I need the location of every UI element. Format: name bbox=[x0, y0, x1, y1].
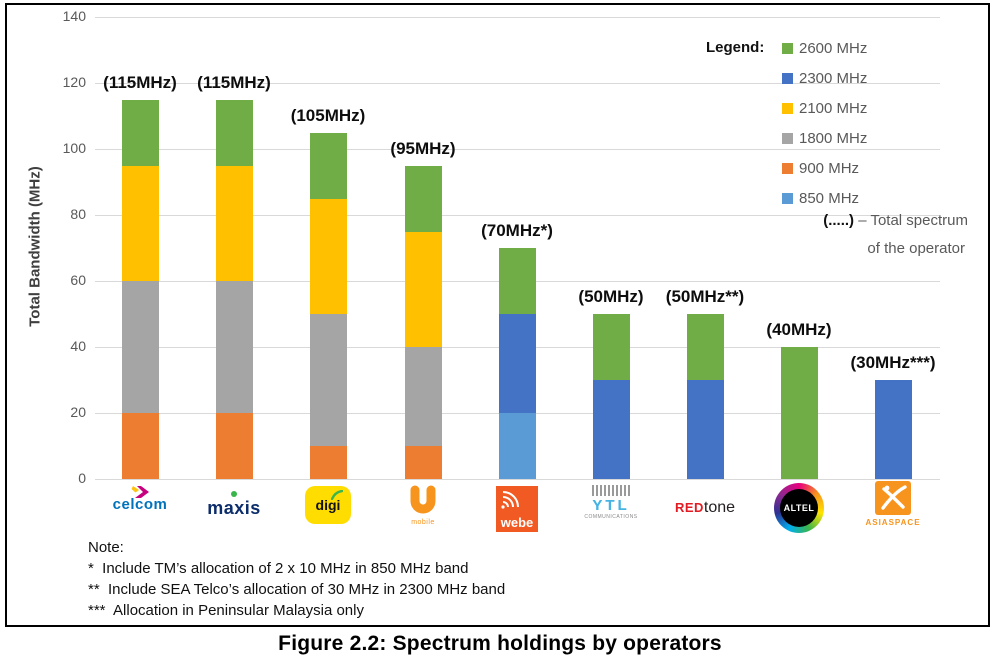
note-line-2: ** Include SEA Telco’s allocation of 30 … bbox=[88, 581, 506, 598]
logo-celcom: celcom bbox=[95, 486, 185, 514]
legend-item: 1800 MHz bbox=[782, 128, 867, 148]
legend-swatch-icon bbox=[782, 192, 793, 204]
note-line-1: * Include TM’s allocation of 2 x 10 MHz … bbox=[88, 560, 469, 577]
legend-label: 2100 MHz bbox=[799, 99, 868, 117]
legend-note: (.....) – Total spectrum bbox=[690, 212, 968, 229]
legend: 2600 MHz 2300 MHz 2100 MHz 1800 MHz 900 MHz 8… bbox=[782, 38, 867, 218]
legend-swatch-icon bbox=[782, 162, 793, 174]
legend-item: 2100 MHz bbox=[782, 98, 867, 118]
note-line-3: *** Allocation in Peninsular Malaysia on… bbox=[88, 602, 364, 619]
legend-note-prefix: (.....) bbox=[823, 212, 855, 229]
redtone-wordmark-tone: tone bbox=[703, 499, 736, 516]
legend-label: 2600 MHz bbox=[799, 39, 868, 57]
digi-sprout-icon bbox=[331, 490, 343, 500]
webe-badge: webe bbox=[496, 486, 538, 532]
legend-label: 2300 MHz bbox=[799, 69, 868, 87]
ytl-wordmark: YTL bbox=[592, 497, 630, 514]
legend-item: 850 MHz bbox=[782, 188, 867, 208]
ytl-stripes-icon bbox=[592, 485, 630, 496]
legend-swatch-icon bbox=[782, 102, 793, 114]
ytl-subtitle: COMMUNICATIONS bbox=[584, 514, 638, 520]
celcom-wordmark: celcom bbox=[112, 496, 168, 513]
asiaspace-badge bbox=[875, 481, 911, 515]
legend-swatch-icon bbox=[782, 42, 793, 54]
altel-badge: ALTEL bbox=[780, 489, 818, 527]
maxis-wordmark: maxis bbox=[207, 498, 261, 518]
asiaspace-glyph-icon bbox=[881, 485, 907, 510]
legend-swatch-icon bbox=[782, 72, 793, 84]
legend-label: 1800 MHz bbox=[799, 129, 868, 147]
legend-label: 900 MHz bbox=[799, 159, 860, 177]
umobile-u-icon bbox=[410, 485, 436, 514]
altel-wordmark: ALTEL bbox=[783, 503, 815, 513]
y-axis-title: Total Bandwidth (MHz) bbox=[26, 166, 44, 327]
digi-wordmark: digi bbox=[315, 497, 341, 513]
logo-umobile: mobile bbox=[378, 484, 468, 526]
redtone-wordmark-red: RED bbox=[674, 500, 704, 515]
legend-swatch-icon bbox=[782, 132, 793, 144]
legend-title: Legend: bbox=[706, 39, 765, 56]
legend-label: 850 MHz bbox=[799, 189, 860, 207]
digi-badge: digi bbox=[305, 486, 351, 524]
altel-ring-icon: ALTEL bbox=[774, 483, 824, 533]
note-block: Note: * Include TM’s allocation of 2 x 1… bbox=[88, 537, 505, 621]
maxis-dot-icon bbox=[230, 491, 237, 497]
asiaspace-wordmark: ASIASPACE bbox=[865, 518, 921, 527]
legend-item: 2300 MHz bbox=[782, 68, 867, 88]
legend-item: 900 MHz bbox=[782, 158, 867, 178]
legend-note-line2: of the operator bbox=[867, 240, 965, 257]
logo-maxis: maxis bbox=[189, 491, 279, 519]
webe-wordmark: webe bbox=[500, 515, 534, 530]
note-title: Note: bbox=[88, 539, 124, 556]
umobile-wordmark: mobile bbox=[411, 519, 435, 526]
logo-redtone: REDtone bbox=[660, 499, 750, 517]
legend-item: 2600 MHz bbox=[782, 38, 867, 58]
figure-caption: Figure 2.2: Spectrum holdings by operato… bbox=[278, 632, 722, 655]
webe-wifi-icon bbox=[501, 491, 519, 509]
celcom-swoosh-icon bbox=[131, 486, 150, 498]
legend-note-text: – Total spectrum bbox=[854, 212, 968, 229]
logo-ytl: YTL COMMUNICATIONS bbox=[566, 485, 656, 520]
